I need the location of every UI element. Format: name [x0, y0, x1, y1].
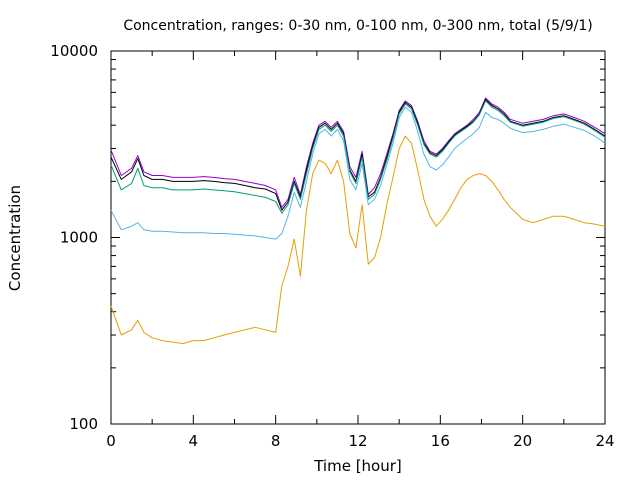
x-tick-label: 16	[431, 432, 450, 450]
series-layer	[110, 97, 606, 345]
y-axis-label: Concentration	[6, 185, 24, 291]
x-tick-label: 4	[189, 432, 199, 450]
y-tick-label: 10000	[50, 42, 98, 60]
x-tick-label: 0	[106, 432, 116, 450]
plot-frame	[110, 50, 606, 425]
series-line-0	[110, 97, 606, 208]
x-tick-label: 24	[595, 432, 614, 450]
series-line-2	[110, 100, 606, 214]
x-tick-label: 12	[348, 432, 367, 450]
series-line-3	[110, 106, 606, 240]
y-tick-label: 100	[69, 415, 98, 433]
x-axis-label: Time [hour]	[313, 457, 402, 475]
series-line-1	[110, 98, 606, 211]
series-line-4	[110, 135, 606, 345]
y-axis: 100 1000 10000	[50, 42, 605, 433]
x-tick-label: 20	[513, 432, 532, 450]
chart-title: Concentration, ranges: 0-30 nm, 0-100 nm…	[123, 18, 592, 34]
x-axis: 0 4 8 12 16 20 24	[106, 51, 615, 450]
y-tick-label: 1000	[60, 229, 98, 247]
x-tick-label: 8	[271, 432, 281, 450]
